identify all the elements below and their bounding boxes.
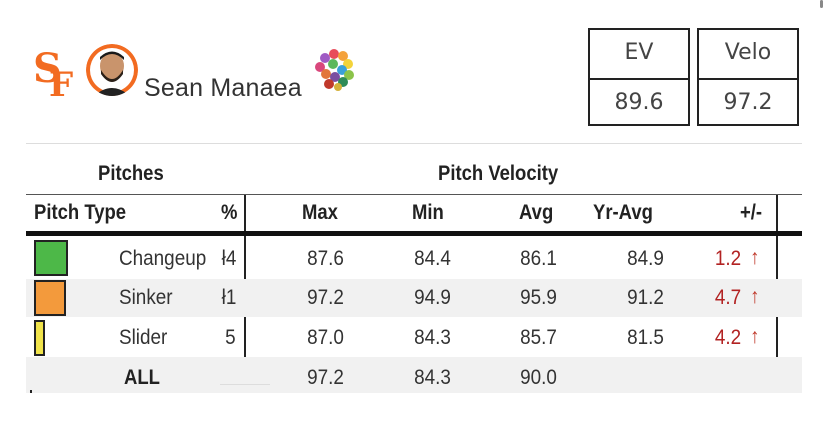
scroll-indicator [820,0,823,8]
pitch-yr-avg: 81.5 [627,326,664,349]
pitch-max: 87.6 [307,247,344,270]
pitch-avg: 95.9 [520,286,557,309]
col-header-max[interactable]: Max [302,201,338,224]
pitch-yr-avg: 91.2 [627,286,664,309]
all-max: 97.2 [307,366,344,389]
sf-giants-logo-icon: S F [33,45,73,102]
group-header-rule [26,194,802,195]
pitches-group-header: Pitches [98,162,164,185]
pitch-color-swatch [34,320,45,356]
all-avg: 90.0 [520,366,557,389]
arrow-up-icon: ↑ [750,246,760,269]
velo-label: Velo [724,40,772,65]
pitch-diff: 4.2 [714,326,741,349]
pitch-name: Slider [119,326,168,349]
pitch-name: Changeup [119,247,207,270]
pitch-min: 84.4 [414,247,451,270]
player-name: Sean Manaea [144,74,302,102]
velo-divider [699,78,797,80]
ev-label: EV [624,40,654,65]
row-stripe [26,357,802,393]
pitch-color-swatch [34,240,68,276]
color-palette-icon[interactable] [314,48,356,92]
all-min: 84.3 [414,366,451,389]
pitch-name: Sinker [119,286,173,309]
pitch-avg: 85.7 [520,326,557,349]
pitch-diff: 4.7 [714,286,741,309]
col-header-min[interactable]: Min [412,201,444,224]
arrow-up-icon: ↑ [750,325,760,348]
pitch-pct: 5 [225,326,236,349]
ev-divider [590,78,688,80]
velo-stat-box: Velo 97.2 [697,28,799,126]
col-header-pitch-type[interactable]: Pitch Type [34,201,127,224]
ev-stat-box: EV 89.6 [588,28,690,126]
pitch-max: 97.2 [307,286,344,309]
col-header-pct[interactable]: % [221,201,238,224]
pitch-diff: 1.2 [714,247,741,270]
svg-text:S: S [33,45,62,92]
pitch-color-swatch [34,280,66,316]
faint-divider [220,384,270,385]
col-header-diff[interactable]: +/- [740,201,763,224]
pitch-max: 87.0 [307,326,344,349]
pitch-min: 94.9 [414,286,451,309]
pitch-yr-avg: 84.9 [627,247,664,270]
velocity-group-header: Pitch Velocity [438,162,559,185]
all-row-label: ALL [124,366,160,389]
col-header-avg[interactable]: Avg [519,201,554,224]
player-avatar [86,44,138,96]
svg-text:F: F [49,65,73,102]
row-stripe [26,279,802,317]
pitch-min: 84.3 [414,326,451,349]
pitch-avg: 86.1 [520,247,557,270]
header-rule [26,231,802,236]
col-header-yr-avg[interactable]: Yr-Avg [593,201,653,224]
arrow-up-icon: ↑ [750,285,760,308]
row-tick [30,390,32,393]
ev-value: 89.6 [614,90,664,115]
pitch-pct: ł1 [221,286,236,309]
pitch-pct: ł4 [221,247,236,270]
velo-value: 97.2 [723,90,773,115]
section-divider [26,143,802,144]
